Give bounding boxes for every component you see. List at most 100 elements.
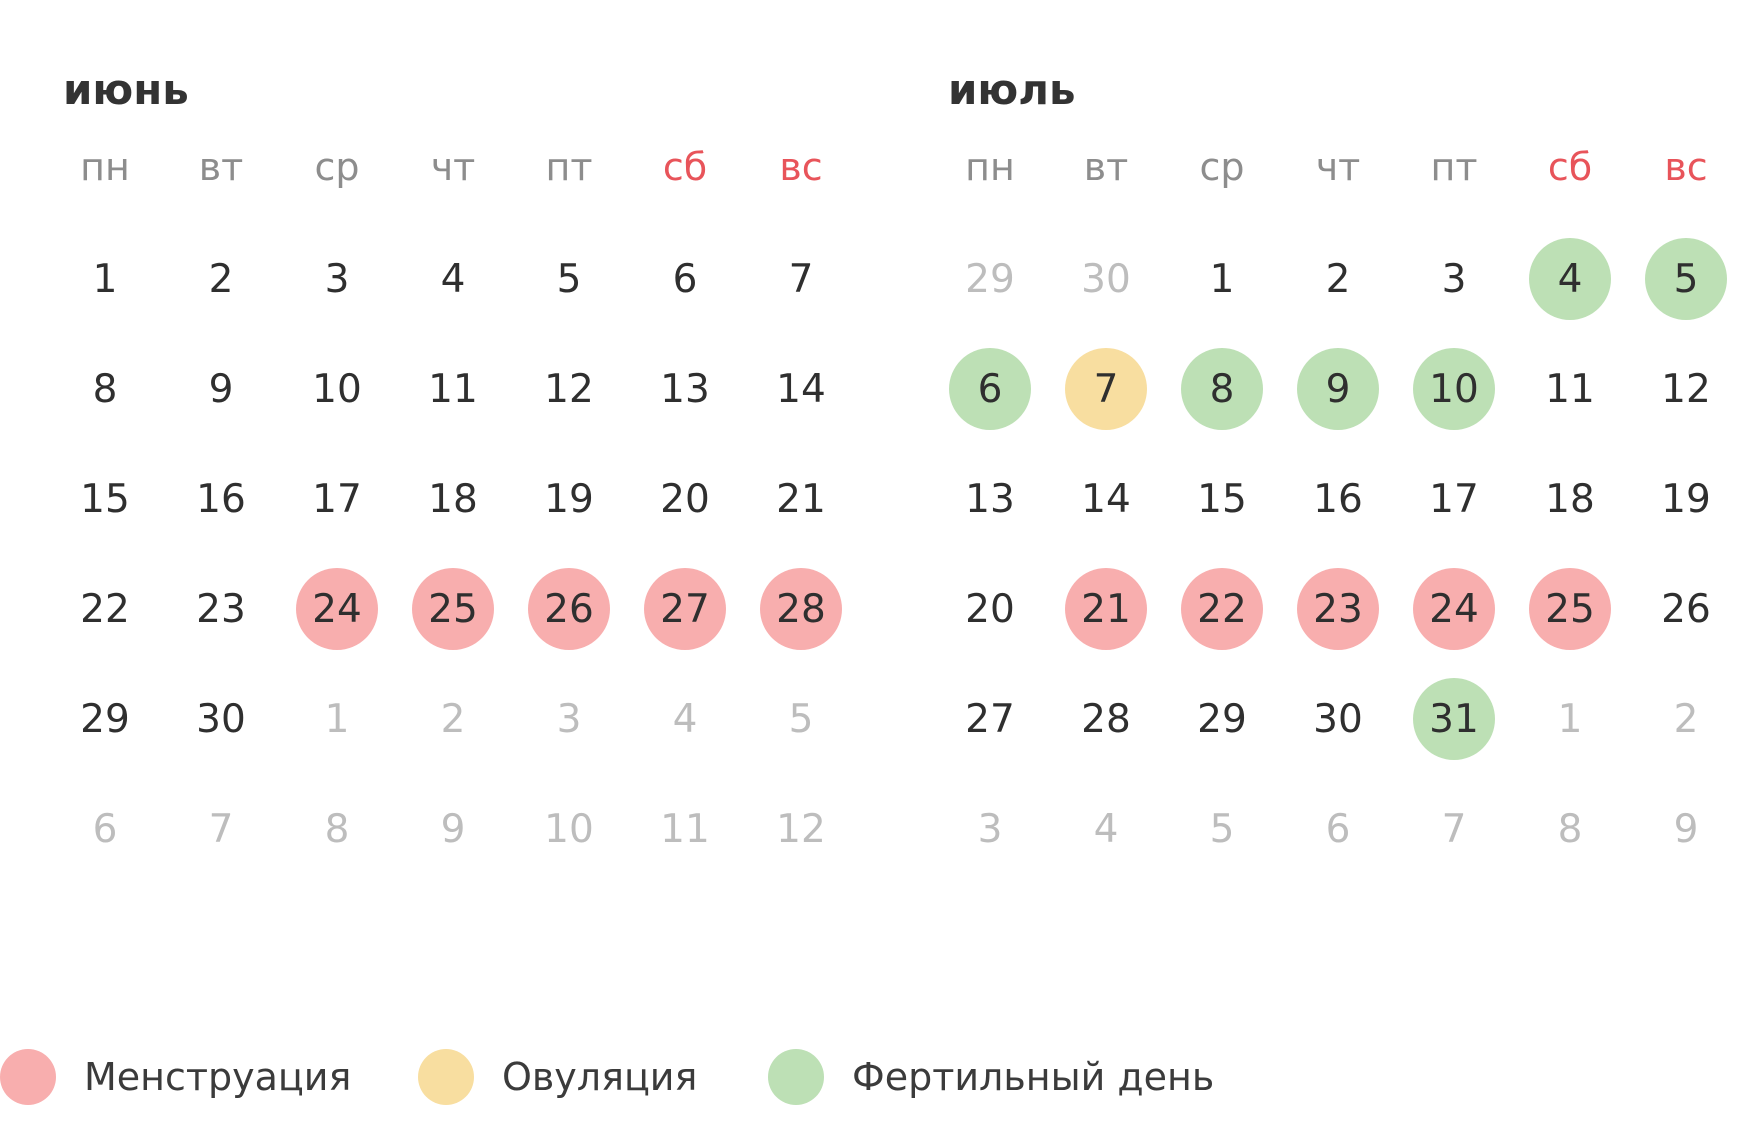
day-cell-outside[interactable]: 7: [1396, 774, 1512, 884]
day-cell-menstruation[interactable]: 21: [1048, 554, 1164, 664]
weekday-header-row: пн вт ср чт пт сб вс: [47, 128, 859, 206]
day-cell[interactable]: 29: [1164, 664, 1280, 774]
day-number: 21: [1065, 568, 1147, 650]
day-cell[interactable]: 19: [511, 444, 627, 554]
day-cell[interactable]: 29: [47, 664, 163, 774]
day-cell-outside[interactable]: 2: [1628, 664, 1744, 774]
day-cell-menstruation[interactable]: 26: [511, 554, 627, 664]
day-cell[interactable]: 15: [47, 444, 163, 554]
day-cell[interactable]: 13: [627, 334, 743, 444]
day-cell[interactable]: 10: [279, 334, 395, 444]
day-cell-outside[interactable]: 29: [932, 224, 1048, 334]
day-cell[interactable]: 7: [743, 224, 859, 334]
weekday-label: чт: [1315, 145, 1361, 189]
day-cell[interactable]: 1: [1164, 224, 1280, 334]
day-cell-menstruation[interactable]: 23: [1280, 554, 1396, 664]
day-cell[interactable]: 23: [163, 554, 279, 664]
day-cell-menstruation[interactable]: 27: [627, 554, 743, 664]
day-cell-fertile[interactable]: 4: [1512, 224, 1628, 334]
day-cell[interactable]: 18: [395, 444, 511, 554]
day-cell-menstruation[interactable]: 24: [1396, 554, 1512, 664]
day-cell-menstruation[interactable]: 22: [1164, 554, 1280, 664]
day-cell[interactable]: 30: [163, 664, 279, 774]
day-cell[interactable]: 9: [163, 334, 279, 444]
day-cell-outside[interactable]: 4: [627, 664, 743, 774]
day-cell-fertile[interactable]: 10: [1396, 334, 1512, 444]
day-cell-outside[interactable]: 11: [627, 774, 743, 884]
day-cell-outside[interactable]: 5: [743, 664, 859, 774]
day-number: 2: [208, 256, 234, 302]
day-number: 29: [965, 256, 1015, 302]
day-cell[interactable]: 28: [1048, 664, 1164, 774]
day-cell-fertile[interactable]: 9: [1280, 334, 1396, 444]
day-cell[interactable]: 16: [1280, 444, 1396, 554]
day-cell[interactable]: 30: [1280, 664, 1396, 774]
day-cell[interactable]: 13: [932, 444, 1048, 554]
day-number: 2: [1673, 696, 1699, 742]
day-cell-outside[interactable]: 30: [1048, 224, 1164, 334]
day-cell-outside[interactable]: 5: [1164, 774, 1280, 884]
day-cell-menstruation[interactable]: 25: [1512, 554, 1628, 664]
day-cell[interactable]: 12: [511, 334, 627, 444]
day-cell-outside[interactable]: 8: [279, 774, 395, 884]
day-cell-outside[interactable]: 3: [932, 774, 1048, 884]
day-cell-outside[interactable]: 7: [163, 774, 279, 884]
day-cell-outside[interactable]: 9: [395, 774, 511, 884]
day-cell-ovulation[interactable]: 7: [1048, 334, 1164, 444]
day-cell[interactable]: 17: [279, 444, 395, 554]
day-cell-fertile[interactable]: 5: [1628, 224, 1744, 334]
days-grid: 29 30 1 2 3 4 5 6 7 8 9 10 11 12 13 14 15 16 17 18 19 20 21 22 2…: [932, 224, 1744, 884]
day-number: 11: [428, 366, 478, 412]
day-cell[interactable]: 17: [1396, 444, 1512, 554]
day-cell[interactable]: 4: [395, 224, 511, 334]
day-cell[interactable]: 3: [1396, 224, 1512, 334]
day-cell[interactable]: 14: [743, 334, 859, 444]
day-cell-outside[interactable]: 3: [511, 664, 627, 774]
day-number: 13: [965, 476, 1015, 522]
day-cell-fertile[interactable]: 8: [1164, 334, 1280, 444]
day-cell-outside[interactable]: 1: [1512, 664, 1628, 774]
day-cell-outside[interactable]: 6: [47, 774, 163, 884]
day-cell[interactable]: 5: [511, 224, 627, 334]
day-cell[interactable]: 8: [47, 334, 163, 444]
day-cell-outside[interactable]: 6: [1280, 774, 1396, 884]
day-cell-outside[interactable]: 2: [395, 664, 511, 774]
day-cell[interactable]: 2: [163, 224, 279, 334]
day-cell[interactable]: 3: [279, 224, 395, 334]
day-cell-outside[interactable]: 12: [743, 774, 859, 884]
day-cell-menstruation[interactable]: 24: [279, 554, 395, 664]
day-cell-menstruation[interactable]: 25: [395, 554, 511, 664]
day-number: 23: [1297, 568, 1379, 650]
day-cell[interactable]: 19: [1628, 444, 1744, 554]
day-number: 27: [965, 696, 1015, 742]
day-cell-outside[interactable]: 4: [1048, 774, 1164, 884]
day-cell[interactable]: 15: [1164, 444, 1280, 554]
day-cell[interactable]: 6: [627, 224, 743, 334]
day-cell-fertile[interactable]: 6: [932, 334, 1048, 444]
day-cell[interactable]: 18: [1512, 444, 1628, 554]
day-number: 18: [1545, 476, 1595, 522]
day-cell-outside[interactable]: 8: [1512, 774, 1628, 884]
day-cell-outside[interactable]: 1: [279, 664, 395, 774]
day-cell-outside[interactable]: 10: [511, 774, 627, 884]
day-cell[interactable]: 22: [47, 554, 163, 664]
day-cell[interactable]: 11: [1512, 334, 1628, 444]
day-cell[interactable]: 27: [932, 664, 1048, 774]
day-cell[interactable]: 2: [1280, 224, 1396, 334]
day-cell[interactable]: 14: [1048, 444, 1164, 554]
day-number: 9: [440, 806, 466, 852]
day-cell[interactable]: 20: [932, 554, 1048, 664]
day-cell[interactable]: 26: [1628, 554, 1744, 664]
day-cell[interactable]: 20: [627, 444, 743, 554]
day-number: 5: [556, 256, 582, 302]
day-cell-menstruation[interactable]: 28: [743, 554, 859, 664]
day-cell[interactable]: 11: [395, 334, 511, 444]
day-cell-fertile[interactable]: 31: [1396, 664, 1512, 774]
day-number: 31: [1413, 678, 1495, 760]
day-cell-outside[interactable]: 9: [1628, 774, 1744, 884]
day-cell[interactable]: 12: [1628, 334, 1744, 444]
day-cell[interactable]: 16: [163, 444, 279, 554]
day-number: 14: [1081, 476, 1131, 522]
day-cell[interactable]: 21: [743, 444, 859, 554]
day-cell[interactable]: 1: [47, 224, 163, 334]
